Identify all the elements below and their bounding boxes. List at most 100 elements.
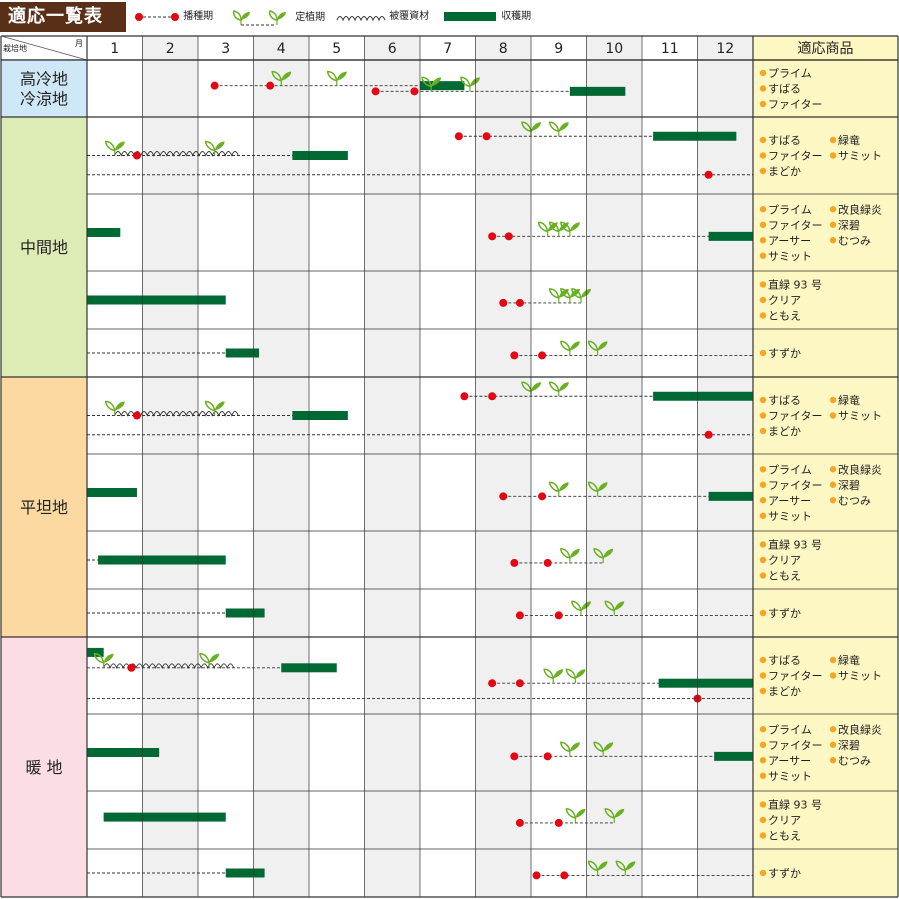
product-name: ファイター <box>768 98 823 111</box>
harvest-bar <box>714 751 753 761</box>
sowing-dot <box>543 752 552 761</box>
month-label: 3 <box>221 41 230 57</box>
product-bullet-icon <box>759 206 767 213</box>
product-bullet-icon <box>759 100 767 108</box>
seedling-icon <box>565 808 586 823</box>
seedling-icon <box>104 140 125 156</box>
harvest-bar <box>87 647 104 657</box>
product-bullet-icon <box>759 221 767 228</box>
product-bullet-icon <box>759 349 767 357</box>
region-band <box>1 60 87 117</box>
sowing-dot <box>460 392 469 401</box>
product-name: ファイター <box>768 479 823 492</box>
product-name: サミット <box>768 510 812 523</box>
legend-covering: 被覆資材 <box>336 8 429 25</box>
month-label: 12 <box>716 41 734 57</box>
product-name: すずか <box>768 607 801 620</box>
harvest-bar <box>225 608 265 618</box>
product-name: むつみ <box>838 494 871 507</box>
month-label: 4 <box>277 41 286 57</box>
harvest-bar <box>87 748 160 757</box>
sowing-dot <box>504 232 513 241</box>
product-name: すばる <box>768 83 801 96</box>
product-bullet-icon <box>759 152 767 159</box>
harvest-bar <box>653 391 753 401</box>
product-name: プライム <box>768 203 812 216</box>
month-column-shade <box>697 36 753 897</box>
sowing-dot <box>132 151 141 160</box>
product-bullet-icon <box>829 757 837 764</box>
product-bullet-icon <box>759 252 767 259</box>
product-bullet-icon <box>759 801 767 808</box>
seedling-icon <box>232 10 286 26</box>
harvest-bar <box>292 151 348 160</box>
product-name: 緑竜 <box>838 133 860 147</box>
seedling-icon <box>604 600 625 616</box>
region-band <box>1 377 87 637</box>
sowing-dot <box>488 392 497 401</box>
product-name: 深碧 <box>838 739 860 752</box>
product-name: ファイター <box>768 219 823 232</box>
seedling-icon <box>460 76 480 92</box>
seedling-icon <box>271 70 292 86</box>
product-bullet-icon <box>759 816 767 824</box>
harvest-bar <box>225 868 265 878</box>
product-name: ファイター <box>768 739 823 752</box>
seedling-icon <box>587 481 608 497</box>
month-column-shade <box>253 36 309 897</box>
seedling-icon <box>204 140 225 156</box>
legend-planting: 定植期 <box>232 8 325 26</box>
harvest-bar <box>653 131 737 141</box>
product-bullet-icon <box>829 136 837 144</box>
sowing-dot <box>488 679 497 688</box>
product-bullet-icon <box>759 512 767 519</box>
product-bullet-icon <box>759 556 767 564</box>
product-bullet-icon <box>759 772 767 779</box>
harvest-bar <box>420 81 465 91</box>
seedling-icon <box>565 668 586 684</box>
product-name: プライム <box>768 463 812 476</box>
product-name: サミット <box>768 770 812 783</box>
sowing-dot <box>515 298 524 307</box>
region-label: 中間地 <box>20 238 68 257</box>
harvest-bar <box>87 295 226 305</box>
product-name: 直緑 93 号 <box>768 538 822 552</box>
sowing-dot <box>554 611 563 620</box>
product-bullet-icon <box>759 726 767 733</box>
product-name: ファイター <box>768 150 823 163</box>
product-name: まどか <box>768 425 801 438</box>
sowing-dot <box>532 871 541 880</box>
legend-sowing: 播種期 <box>134 8 213 25</box>
harvest-bar <box>569 86 626 96</box>
sowing-dot <box>560 871 569 880</box>
top-bar: 適応一覧表 播種期 定植期 被覆資材 収穫期 <box>0 0 899 36</box>
harvest-bar <box>658 678 753 688</box>
seedling-icon <box>204 400 225 416</box>
region-label: 高冷地 <box>20 70 68 89</box>
product-name: 直緑 93 号 <box>768 278 822 292</box>
product-bullet-icon <box>759 481 767 488</box>
product-name: プライム <box>768 67 812 80</box>
seedling-icon <box>326 70 347 86</box>
seedling-icon <box>593 741 614 757</box>
seedling-icon <box>104 400 125 416</box>
sowing-dot <box>538 492 547 501</box>
product-name: 深碧 <box>838 219 860 232</box>
product-bullet-icon <box>759 832 767 839</box>
product-name: 緑竜 <box>838 393 860 407</box>
product-bullet-icon <box>759 572 767 579</box>
product-name: ともえ <box>768 830 801 843</box>
seedling-icon <box>93 653 114 668</box>
seedling-icon <box>548 121 569 137</box>
product-bullet-icon <box>759 741 767 748</box>
covering-arc <box>103 663 235 669</box>
seedling-icon <box>560 221 580 237</box>
product-name: ファイター <box>768 670 823 683</box>
product-bullet-icon <box>829 497 837 504</box>
seedling-icon <box>199 653 220 668</box>
product-name: すずか <box>768 347 801 360</box>
product-name: アーサー <box>768 754 811 767</box>
region-label: 暖 地 <box>25 758 62 777</box>
sowing-dot <box>515 611 524 620</box>
product-name: ともえ <box>768 310 801 323</box>
